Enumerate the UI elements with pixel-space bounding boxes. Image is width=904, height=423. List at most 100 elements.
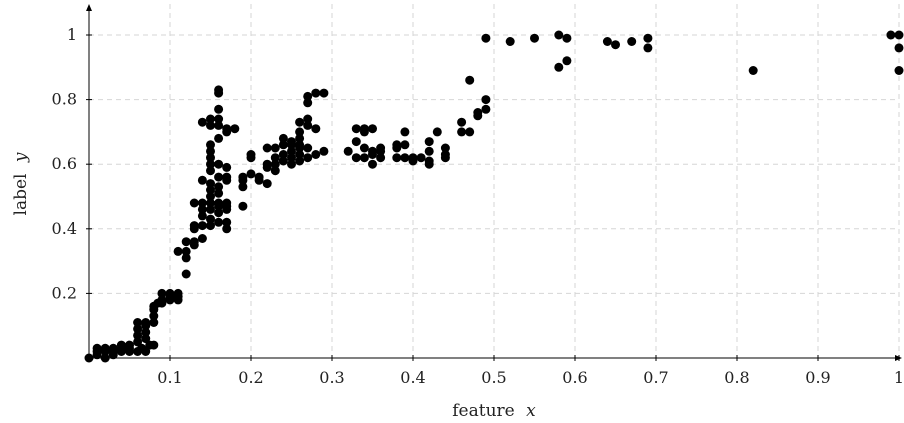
data-point	[424, 146, 434, 156]
data-point	[133, 318, 143, 327]
x-tick-label: 0.3	[319, 368, 344, 387]
data-point	[141, 318, 151, 327]
data-point	[505, 37, 515, 46]
y-tick-label: 0.2	[52, 283, 77, 302]
data-point	[303, 120, 313, 130]
data-point	[351, 153, 361, 163]
data-point	[238, 201, 248, 211]
x-tick-label: 1	[894, 368, 904, 387]
x-tick-label: 0.8	[724, 368, 749, 387]
data-point	[206, 179, 215, 189]
data-point	[206, 153, 215, 163]
data-point	[214, 133, 224, 143]
x-axis-label: feature x	[452, 401, 536, 421]
data-point	[222, 217, 232, 227]
data-point	[319, 146, 329, 156]
data-point	[894, 43, 904, 53]
data-point	[303, 114, 313, 124]
data-point	[222, 172, 232, 182]
y-tick-label: 0.8	[52, 90, 77, 109]
data-point	[214, 159, 224, 169]
data-point	[416, 153, 426, 163]
data-point	[432, 127, 442, 137]
data-point	[457, 127, 467, 137]
data-point	[303, 143, 313, 153]
data-point	[359, 143, 369, 153]
data-point	[376, 143, 386, 153]
data-point	[392, 140, 402, 150]
data-point	[270, 166, 280, 176]
data-point	[189, 221, 199, 231]
data-point	[238, 182, 248, 192]
data-point	[149, 340, 159, 350]
data-point	[214, 217, 224, 227]
data-point	[181, 269, 191, 279]
data-point	[206, 198, 215, 208]
data-point	[440, 150, 450, 159]
data-point	[149, 311, 159, 321]
data-point	[92, 343, 102, 353]
data-point	[886, 30, 896, 40]
data-point	[173, 246, 183, 256]
data-point	[278, 140, 288, 150]
data-point	[246, 150, 256, 159]
data-point	[254, 172, 264, 182]
data-point	[197, 211, 207, 221]
data-point	[246, 169, 256, 179]
data-point	[311, 124, 321, 134]
x-tick-label: 0.6	[562, 368, 587, 387]
data-point	[238, 172, 248, 182]
data-point	[376, 153, 386, 163]
data-point	[181, 237, 191, 247]
data-point	[181, 253, 191, 263]
data-point	[141, 347, 151, 356]
data-point	[214, 85, 224, 95]
data-point	[359, 124, 369, 134]
data-point	[206, 140, 215, 150]
data-point	[222, 224, 232, 234]
data-point	[368, 124, 377, 134]
y-tick-label: 1	[67, 25, 77, 44]
data-point	[392, 153, 402, 163]
data-point	[197, 175, 207, 185]
data-point	[206, 221, 215, 231]
data-point	[424, 156, 434, 166]
data-point	[230, 124, 240, 134]
data-point	[262, 179, 272, 189]
data-point	[222, 198, 232, 208]
data-point	[473, 108, 483, 117]
data-point	[214, 120, 224, 130]
y-axis-arrow	[86, 4, 92, 11]
data-point	[206, 166, 215, 176]
data-point	[359, 153, 369, 163]
data-point	[295, 150, 305, 159]
data-point	[303, 98, 313, 108]
data-point	[262, 159, 272, 169]
data-point	[295, 117, 305, 127]
data-point	[303, 91, 313, 101]
data-point	[189, 198, 199, 208]
data-point	[465, 127, 475, 137]
data-point	[278, 133, 288, 143]
data-point	[84, 353, 94, 363]
data-point	[278, 150, 288, 159]
data-point	[270, 159, 280, 169]
data-point	[206, 204, 215, 214]
y-tick-label: 0.6	[52, 154, 77, 173]
data-point	[311, 88, 321, 98]
data-point	[481, 95, 491, 105]
data-point	[400, 153, 410, 163]
data-point	[206, 159, 215, 169]
data-point	[206, 192, 215, 201]
data-point	[643, 33, 653, 43]
tick-labels: 0.1 0.2 0.3 0.4 0.5 0.6 0.7 0.8 0.9 1 0.2 0.4 0.6 0.8…	[52, 25, 904, 387]
data-point	[278, 156, 288, 166]
data-point	[133, 324, 143, 334]
data-point	[108, 343, 118, 353]
data-point	[197, 204, 207, 214]
data-point	[554, 30, 564, 40]
data-point	[157, 295, 167, 305]
data-point	[116, 340, 126, 350]
data-point	[157, 288, 167, 298]
